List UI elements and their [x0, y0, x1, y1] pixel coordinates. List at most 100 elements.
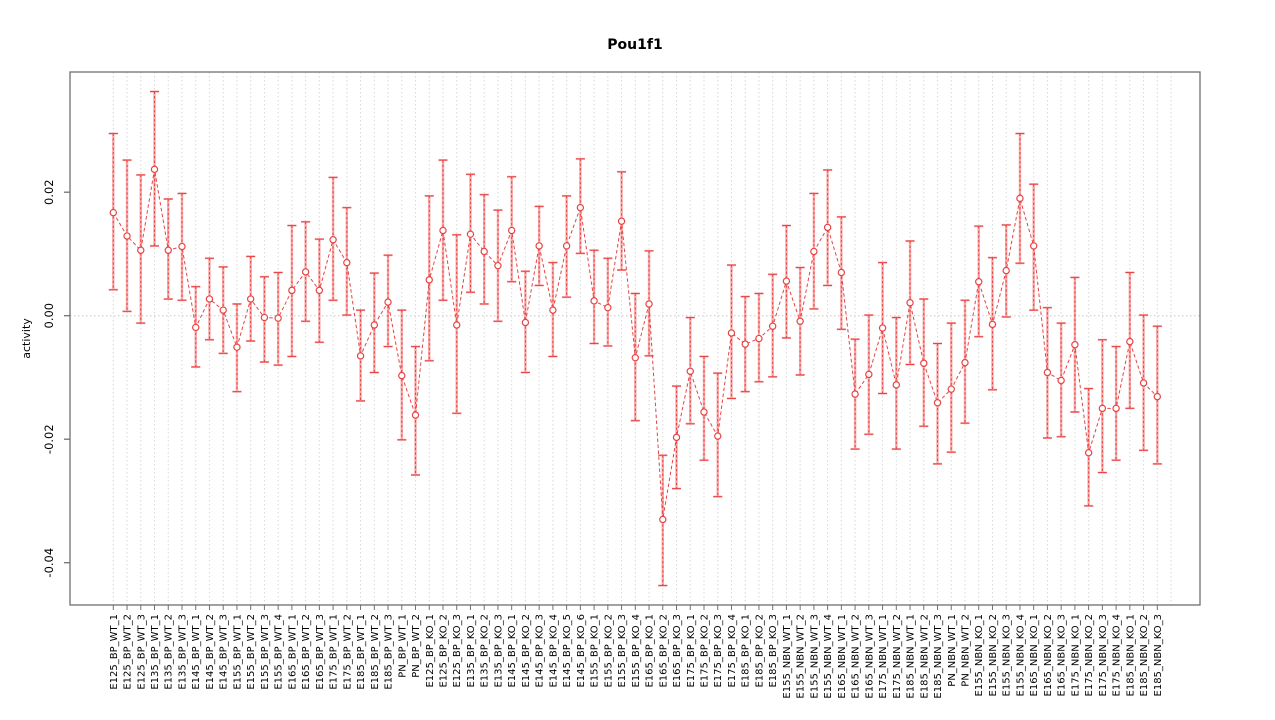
- data-point: [178, 242, 186, 251]
- data-point: [205, 295, 214, 303]
- data-point: [562, 242, 571, 250]
- data-point: [315, 286, 324, 295]
- x-tick-label: E185_NBN_KO_3: [1153, 614, 1164, 696]
- data-point: [782, 277, 791, 285]
- data-point: [851, 390, 859, 398]
- x-tick-label: E135_BP_KO_3: [493, 614, 504, 688]
- x-tick-label: E155_BP_KO_3: [617, 614, 628, 688]
- x-tick-label: E185_BP_KO_2: [754, 614, 765, 688]
- x-tick-label: E165_BP_WT_1: [287, 614, 298, 690]
- x-tick-label: E175_BP_KO_3: [713, 614, 724, 688]
- y-tick-label: -0.02: [42, 424, 56, 454]
- data-point: [260, 313, 269, 322]
- data-point: [192, 323, 200, 332]
- data-point: [741, 340, 749, 348]
- y-tick-label: -0.04: [42, 548, 56, 578]
- y-tick-label: 0.00: [42, 303, 56, 329]
- data-point: [535, 242, 543, 250]
- x-tick-label: PN_BP_WT_1: [397, 614, 408, 678]
- data-point: [576, 203, 585, 212]
- data-point: [1126, 337, 1134, 346]
- data-point: [1016, 194, 1024, 203]
- x-tick-label: E185_BP_WT_1: [356, 614, 367, 690]
- x-tick-label: E155_BP_WT_1: [232, 614, 243, 690]
- data-point: [659, 515, 667, 524]
- x-tick-label: PN_NBN_WT_1: [947, 614, 958, 687]
- data-point: [768, 322, 777, 330]
- x-tick-label: E155_BP_KO_4: [631, 614, 642, 688]
- x-tick-label: E165_NBN_WT_1: [837, 614, 848, 699]
- x-tick-label: E125_BP_KO_2: [438, 614, 449, 688]
- x-tick-label: E175_BP_KO_2: [699, 614, 710, 688]
- x-tick-label: E175_BP_KO_1: [686, 614, 697, 688]
- data-point: [892, 381, 901, 389]
- x-tick-label: E165_NBN_KO_2: [1043, 614, 1054, 696]
- data-point: [137, 246, 145, 254]
- data-point: [370, 321, 379, 329]
- x-tick-label: E165_BP_WT_2: [301, 614, 312, 690]
- x-tick-label: E155_NBN_KO_2: [988, 614, 999, 696]
- data-point: [521, 318, 530, 327]
- data-point: [988, 320, 997, 329]
- data-point: [466, 230, 475, 238]
- x-tick-label: E125_BP_WT_3: [136, 614, 147, 690]
- data-point: [700, 408, 708, 416]
- x-tick-label: E155_BP_KO_2: [603, 614, 614, 688]
- x-tick-label: E145_BP_KO_6: [576, 614, 587, 688]
- x-tick-label: E155_NBN_WT_3: [809, 614, 820, 699]
- chart-title: Pou1f1: [607, 37, 662, 53]
- data-point: [1139, 379, 1148, 387]
- x-tick-label: E145_BP_WT_3: [219, 614, 230, 690]
- x-tick-label: E125_BP_KO_1: [425, 614, 436, 688]
- data-point: [480, 247, 488, 256]
- data-point: [865, 370, 873, 379]
- x-tick-label: E165_NBN_WT_3: [864, 614, 875, 699]
- data-point: [796, 317, 804, 325]
- data-point: [329, 236, 337, 244]
- data-point: [123, 232, 131, 240]
- x-tick-label: E155_BP_WT_3: [260, 614, 271, 690]
- x-tick-label: E145_BP_WT_2: [205, 614, 216, 690]
- data-point: [425, 276, 433, 284]
- x-tick-label: E185_NBN_KO_1: [1125, 614, 1136, 696]
- data-point: [672, 433, 681, 442]
- x-tick-label: E175_NBN_KO_1: [1070, 614, 1081, 696]
- x-tick-label: E185_BP_WT_2: [370, 614, 381, 690]
- x-tick-label: E185_BP_KO_1: [741, 614, 752, 688]
- x-tick-label: E175_BP_KO_4: [727, 614, 738, 688]
- data-point: [1098, 404, 1107, 413]
- data-point: [947, 385, 955, 393]
- x-tick-label: PN_BP_WT_2: [411, 614, 422, 678]
- data-point: [878, 324, 887, 332]
- data-point: [590, 297, 598, 305]
- data-point: [356, 352, 365, 360]
- x-tick-label: E155_BP_KO_1: [590, 614, 601, 688]
- x-tick-label: E125_BP_KO_3: [452, 614, 463, 688]
- data-point: [164, 246, 172, 254]
- error-bars-layer: [108, 90, 1162, 587]
- data-point: [1153, 392, 1162, 401]
- data-point: [1043, 368, 1052, 377]
- x-tick-label: E165_BP_KO_2: [658, 614, 669, 688]
- x-tick-label: E175_NBN_WT_1: [878, 614, 889, 699]
- data-point: [301, 268, 310, 276]
- x-tick-label: E135_BP_WT_2: [164, 614, 175, 690]
- x-tick-label: E185_NBN_WT_2: [919, 614, 930, 699]
- x-tick-label: E165_NBN_KO_3: [1057, 614, 1068, 696]
- x-tick-label: E175_NBN_WT_2: [892, 614, 903, 699]
- y-axis-label: activity: [20, 318, 33, 359]
- data-point: [714, 432, 722, 440]
- x-tick-label: E165_BP_KO_3: [672, 614, 683, 688]
- x-tick-label: E155_BP_WT_4: [274, 614, 285, 690]
- x-tick-label: E135_BP_WT_1: [150, 614, 161, 690]
- x-tick-label: E155_BP_WT_2: [246, 614, 257, 690]
- x-tick-label: E145_BP_KO_1: [507, 614, 518, 688]
- data-point: [233, 343, 241, 351]
- data-point: [507, 226, 516, 235]
- data-point: [617, 217, 626, 225]
- x-tick-label: E145_BP_KO_2: [521, 614, 532, 688]
- x-tick-label: E185_NBN_KO_2: [1139, 614, 1150, 696]
- data-point: [810, 247, 818, 256]
